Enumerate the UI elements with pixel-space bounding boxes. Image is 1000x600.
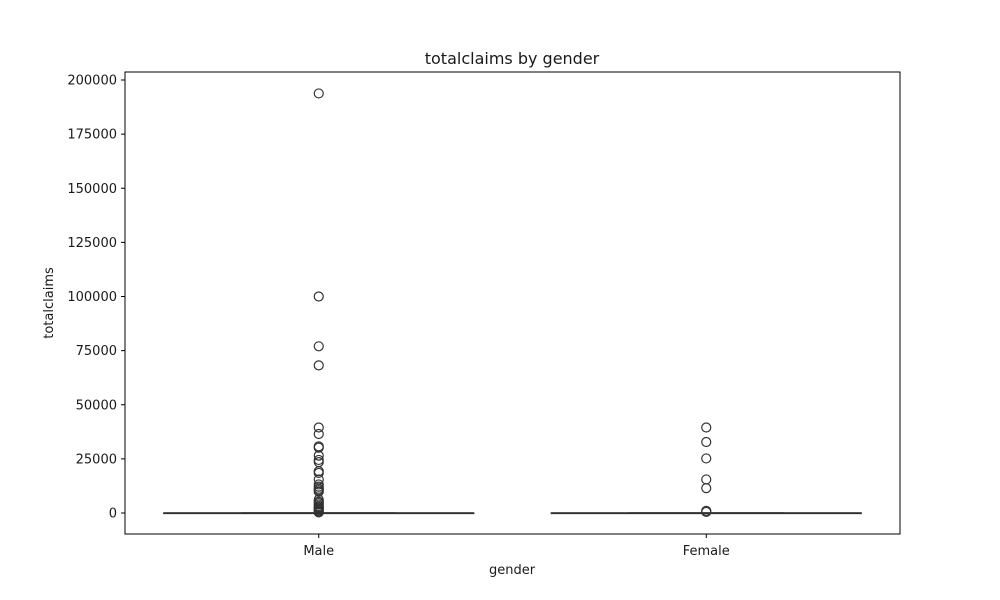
y-tick-label: 200000: [67, 74, 117, 89]
outlier-point: [313, 442, 324, 453]
outlier-point: [701, 474, 712, 485]
x-tick-label: Female: [683, 544, 730, 559]
outlier-point: [313, 88, 324, 99]
y-tick-label: 150000: [67, 182, 117, 197]
y-tick-label: 75000: [76, 344, 117, 359]
chart-title: totalclaims by gender: [425, 49, 600, 68]
x-axis-label: gender: [489, 563, 536, 578]
x-tick-label: Male: [303, 544, 334, 559]
outlier-point: [313, 457, 324, 468]
outlier-point: [701, 483, 712, 494]
y-axis-label: totalclaims: [42, 267, 57, 339]
plot-area-frame: [124, 71, 901, 535]
outlier-point: [313, 360, 324, 371]
y-axis: 0 25000 50000 75000 100000 125000 150000 175000…: [67, 74, 125, 522]
outlier-point: [313, 291, 324, 302]
x-axis: Male Female: [303, 534, 730, 559]
outlier-point: [701, 436, 712, 448]
box-series: [163, 88, 862, 518]
outlier-point: [313, 486, 324, 497]
y-tick-label: 25000: [76, 452, 117, 467]
outlier-point: [701, 506, 712, 518]
outlier-point: [701, 453, 712, 464]
y-tick-label: 125000: [67, 236, 117, 251]
outlier-point: [313, 507, 324, 518]
y-tick-label: 175000: [67, 128, 117, 143]
y-tick-label: 0: [109, 507, 117, 522]
outlier-point: [313, 450, 324, 461]
outlier-point: [701, 422, 712, 433]
y-tick-label: 100000: [67, 290, 117, 305]
outlier-point: [313, 422, 324, 433]
outlier-point: [313, 428, 324, 440]
outlier-point: [313, 341, 324, 352]
y-tick-label: 50000: [76, 398, 117, 413]
outlier-point: [313, 467, 324, 479]
